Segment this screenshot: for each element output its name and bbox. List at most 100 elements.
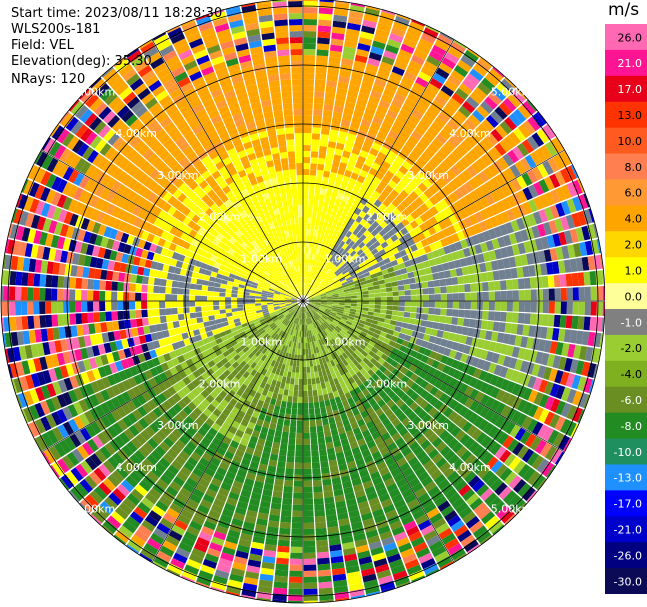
velocity-gate bbox=[213, 287, 221, 293]
velocity-gate bbox=[274, 116, 284, 124]
velocity-gate bbox=[256, 2, 272, 11]
velocity-gate bbox=[439, 32, 454, 41]
velocity-gate bbox=[314, 295, 321, 298]
velocity-gate bbox=[69, 433, 82, 448]
velocity-gate bbox=[492, 160, 504, 174]
velocity-gate bbox=[243, 215, 251, 224]
velocity-gate bbox=[149, 243, 158, 253]
velocity-gate bbox=[70, 264, 78, 277]
velocity-gate bbox=[67, 404, 79, 418]
velocity-gate bbox=[250, 225, 258, 233]
velocity-gate bbox=[267, 267, 274, 273]
velocity-gate bbox=[355, 268, 362, 274]
velocity-gate bbox=[247, 243, 255, 250]
velocity-gate bbox=[164, 337, 172, 346]
velocity-gate bbox=[313, 248, 317, 255]
velocity-gate bbox=[233, 37, 248, 46]
velocity-gate bbox=[130, 318, 138, 328]
velocity-gate bbox=[365, 240, 373, 248]
velocity-gate bbox=[223, 232, 232, 241]
velocity-gate bbox=[147, 317, 155, 326]
velocity-gate bbox=[195, 311, 203, 318]
velocity-gate bbox=[190, 277, 198, 284]
velocity-gate bbox=[309, 285, 314, 292]
velocity-gate bbox=[312, 280, 318, 287]
velocity-gate bbox=[363, 178, 372, 187]
velocity-gate bbox=[222, 224, 231, 233]
velocity-gate bbox=[86, 149, 99, 164]
velocity-gate bbox=[329, 196, 337, 204]
velocity-gate bbox=[406, 26, 422, 38]
velocity-gate bbox=[178, 141, 190, 152]
velocity-gate bbox=[514, 255, 523, 267]
velocity-gate bbox=[280, 157, 289, 165]
velocity-gate bbox=[264, 198, 272, 206]
velocity-gate bbox=[310, 286, 315, 292]
velocity-gate bbox=[504, 167, 516, 181]
velocity-gate bbox=[195, 14, 210, 21]
velocity-gate bbox=[41, 137, 51, 151]
velocity-gate bbox=[363, 138, 374, 148]
velocity-gate bbox=[447, 74, 462, 88]
velocity-gate bbox=[328, 202, 335, 210]
velocity-gate bbox=[188, 364, 198, 373]
velocity-gate bbox=[111, 291, 118, 301]
velocity-gate bbox=[87, 290, 94, 301]
velocity-gate bbox=[571, 272, 579, 287]
velocity-gate bbox=[289, 235, 294, 243]
velocity-gate bbox=[286, 456, 295, 463]
velocity-gate bbox=[560, 200, 571, 216]
velocity-gate bbox=[298, 336, 302, 343]
velocity-gate bbox=[379, 11, 395, 22]
velocity-gate bbox=[382, 233, 391, 241]
velocity-gate bbox=[287, 151, 296, 158]
velocity-gate bbox=[111, 311, 118, 321]
velocity-gate bbox=[284, 413, 291, 421]
velocity-gate bbox=[310, 279, 314, 285]
velocity-gate bbox=[303, 253, 306, 260]
velocity-gate bbox=[202, 408, 213, 418]
velocity-gate bbox=[372, 281, 380, 286]
velocity-gate bbox=[213, 61, 227, 72]
velocity-gate bbox=[303, 546, 316, 553]
velocity-gate bbox=[287, 450, 295, 457]
velocity-gate bbox=[228, 273, 236, 279]
velocity-gate bbox=[427, 226, 437, 236]
velocity-gate bbox=[245, 121, 256, 130]
velocity-gate bbox=[101, 213, 111, 226]
velocity-gate bbox=[414, 276, 422, 283]
velocity-gate bbox=[84, 178, 95, 192]
velocity-gate bbox=[62, 166, 75, 181]
velocity-gate bbox=[345, 276, 353, 282]
velocity-gate bbox=[453, 188, 464, 200]
velocity-gate bbox=[447, 225, 457, 235]
velocity-gate bbox=[409, 166, 420, 176]
velocity-gate bbox=[426, 55, 441, 67]
velocity-gate bbox=[377, 237, 386, 245]
velocity-gate bbox=[196, 375, 205, 384]
velocity-gate bbox=[325, 291, 332, 295]
velocity-gate bbox=[97, 247, 106, 259]
velocity-gate bbox=[307, 292, 313, 298]
velocity-gate bbox=[303, 193, 309, 200]
velocity-gate bbox=[249, 292, 256, 296]
velocity-gate bbox=[164, 223, 173, 233]
velocity-gate bbox=[105, 311, 112, 322]
velocity-gate bbox=[360, 118, 372, 128]
velocity-gate bbox=[303, 79, 315, 86]
velocity-gate bbox=[162, 138, 175, 150]
velocity-gate bbox=[202, 257, 210, 265]
velocity-gate bbox=[279, 305, 286, 309]
velocity-gate bbox=[215, 257, 223, 265]
velocity-gate bbox=[313, 492, 324, 499]
velocity-gate bbox=[293, 304, 299, 310]
velocity-gate bbox=[418, 38, 434, 50]
velocity-gate bbox=[368, 95, 380, 105]
velocity-gate bbox=[583, 271, 591, 286]
velocity-gate bbox=[242, 161, 252, 170]
velocity-gate bbox=[278, 455, 287, 463]
velocity-gate bbox=[117, 349, 126, 360]
velocity-gate bbox=[322, 265, 328, 272]
velocity-gate bbox=[289, 211, 295, 219]
velocity-gate bbox=[479, 57, 493, 68]
